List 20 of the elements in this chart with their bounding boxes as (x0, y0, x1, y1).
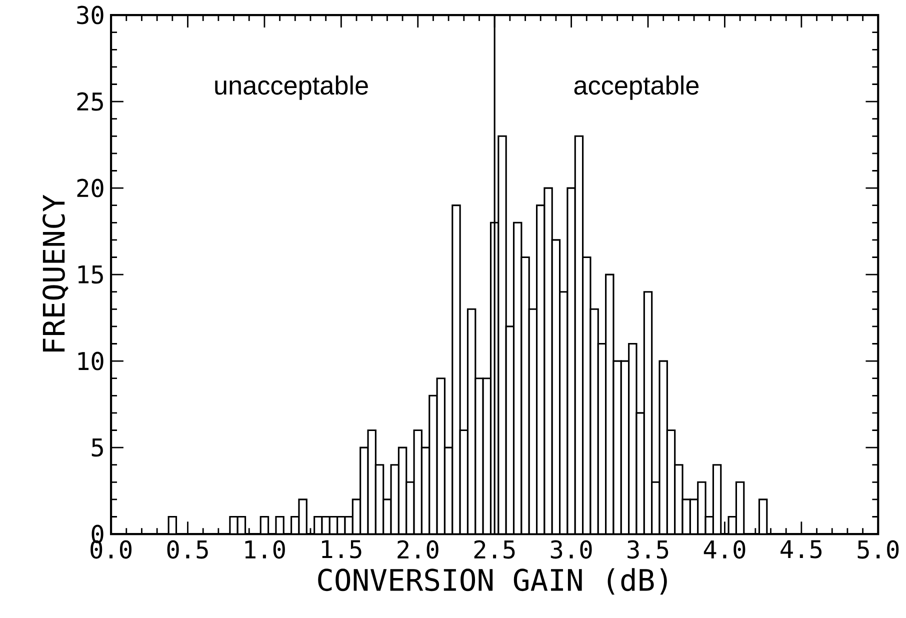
annotation: acceptable (574, 75, 699, 100)
x-tick-label: 4.5 (780, 540, 822, 558)
y-tick-label: 5 (92, 438, 103, 456)
y-tick-label: 15 (78, 265, 103, 284)
x-tick-label: 2.0 (398, 540, 438, 558)
x-tick-label: 5.0 (858, 540, 899, 558)
y-tick-label: 20 (77, 178, 104, 198)
annotation: unacceptable (215, 75, 368, 100)
x-tick-label: 1.5 (322, 540, 362, 558)
y-axis-title: FREQUENCY (42, 194, 68, 352)
y-tick-label: 25 (77, 92, 103, 111)
x-tick-label: 0.5 (167, 540, 208, 558)
x-tick-label: 4.0 (704, 540, 746, 558)
x-tick-label: 1.0 (245, 540, 285, 558)
y-tick-label: 30 (77, 6, 104, 24)
x-axis-title: CONVERSION GAIN (dB) (318, 568, 667, 594)
y-tick-label: 10 (78, 352, 104, 370)
x-tick-label: 2.5 (474, 540, 515, 558)
x-tick-label: 3.5 (628, 540, 668, 558)
x-tick-label: 3.0 (550, 540, 592, 558)
